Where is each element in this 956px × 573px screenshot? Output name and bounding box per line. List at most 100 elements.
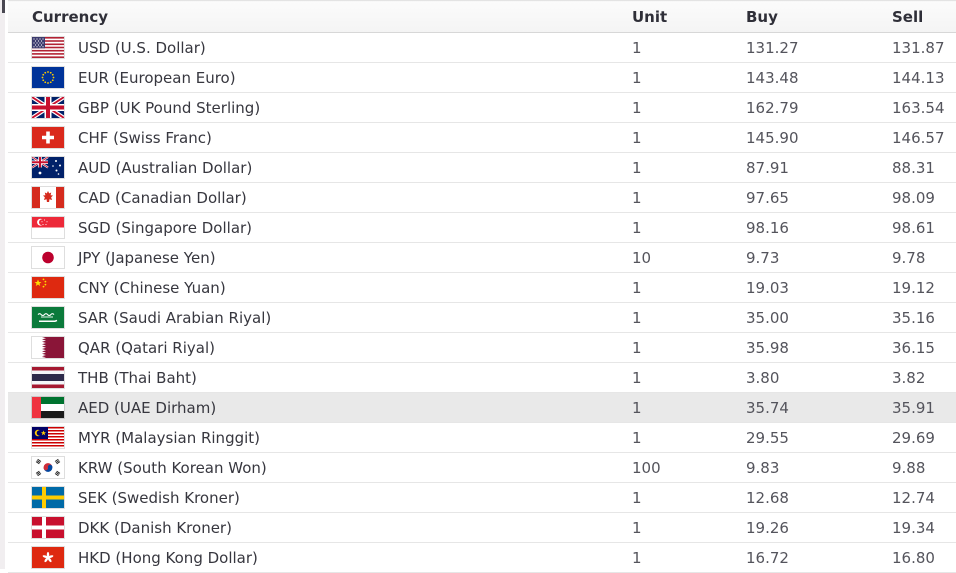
buy-cell: 29.55 [746, 422, 892, 453]
saudi-arabia-flag-icon [32, 307, 64, 328]
row-dkk[interactable]: DKK (Danish Kroner) 1 19.26 19.34 [8, 512, 956, 543]
sell-cell: 3.82 [892, 362, 956, 393]
buy-cell: 19.26 [746, 512, 892, 543]
hong-kong-flag-icon [32, 547, 64, 568]
buy-cell: 131.27 [746, 32, 892, 63]
buy-cell: 16.72 [746, 542, 892, 573]
uk-flag-icon [32, 97, 64, 118]
usa-flag-icon [32, 37, 64, 58]
japan-flag-icon [32, 247, 64, 268]
buy-cell: 12.68 [746, 482, 892, 513]
unit-column-header: Unit [632, 0, 746, 33]
row-aed[interactable]: AED (UAE Dirham) 1 35.74 35.91 [8, 392, 956, 423]
sell-cell: 29.69 [892, 422, 956, 453]
unit-cell: 1 [632, 62, 746, 93]
buy-cell: 19.03 [746, 272, 892, 303]
page-left-gutter [0, 0, 5, 569]
singapore-flag-icon [32, 217, 64, 238]
row-krw[interactable]: KRW (South Korean Won) 100 9.83 9.88 [8, 452, 956, 483]
sell-cell: 98.61 [892, 212, 956, 243]
row-hkd[interactable]: HKD (Hong Kong Dollar) 1 16.72 16.80 [8, 542, 956, 573]
south-korea-flag-icon [32, 457, 64, 478]
canada-flag-icon [32, 187, 64, 208]
row-sar[interactable]: SAR (Saudi Arabian Riyal) 1 35.00 35.16 [8, 302, 956, 333]
unit-cell: 1 [632, 272, 746, 303]
buy-cell: 98.16 [746, 212, 892, 243]
row-usd[interactable]: USD (U.S. Dollar) 1 131.27 131.87 [8, 32, 956, 63]
buy-cell: 9.73 [746, 242, 892, 273]
row-sek[interactable]: SEK (Swedish Kroner) 1 12.68 12.74 [8, 482, 956, 513]
currency-name: KRW (South Korean Won) [78, 458, 267, 477]
unit-cell: 1 [632, 542, 746, 573]
scrollbar-thumb[interactable] [2, 0, 5, 13]
row-thb[interactable]: THB (Thai Baht) 1 3.80 3.82 [8, 362, 956, 393]
sell-cell: 131.87 [892, 32, 956, 63]
buy-cell: 35.74 [746, 392, 892, 423]
currency-name: GBP (UK Pound Sterling) [78, 98, 261, 117]
row-myr[interactable]: MYR (Malaysian Ringgit) 1 29.55 29.69 [8, 422, 956, 453]
currency-name: QAR (Qatari Riyal) [78, 338, 215, 357]
row-jpy[interactable]: JPY (Japanese Yen) 10 9.73 9.78 [8, 242, 956, 273]
unit-cell: 1 [632, 212, 746, 243]
sell-cell: 36.15 [892, 332, 956, 363]
buy-cell: 97.65 [746, 182, 892, 213]
sell-cell: 16.80 [892, 542, 956, 573]
exchange-rate-widget: Currency Unit Buy Sell USD (U.S. Dollar)… [8, 0, 956, 573]
unit-cell: 1 [632, 302, 746, 333]
currency-name: HKD (Hong Kong Dollar) [78, 548, 258, 567]
row-cny[interactable]: CNY (Chinese Yuan) 1 19.03 19.12 [8, 272, 956, 303]
buy-cell: 143.48 [746, 62, 892, 93]
sell-cell: 19.34 [892, 512, 956, 543]
sell-column-header: Sell [892, 0, 956, 33]
unit-cell: 1 [632, 152, 746, 183]
unit-cell: 1 [632, 122, 746, 153]
currency-name: AUD (Australian Dollar) [78, 158, 253, 177]
currency-name: JPY (Japanese Yen) [78, 248, 216, 267]
row-gbp[interactable]: GBP (UK Pound Sterling) 1 162.79 163.54 [8, 92, 956, 123]
currency-name: CHF (Swiss Franc) [78, 128, 212, 147]
buy-cell: 3.80 [746, 362, 892, 393]
currency-name: AED (UAE Dirham) [78, 398, 217, 417]
australia-flag-icon [32, 157, 64, 178]
currency-name: CNY (Chinese Yuan) [78, 278, 226, 297]
sell-cell: 144.13 [892, 62, 956, 93]
currency-name: EUR (European Euro) [78, 68, 236, 87]
sell-cell: 9.88 [892, 452, 956, 483]
buy-cell: 9.83 [746, 452, 892, 483]
currency-name: USD (U.S. Dollar) [78, 38, 206, 57]
row-qar[interactable]: QAR (Qatari Riyal) 1 35.98 36.15 [8, 332, 956, 363]
row-eur[interactable]: EUR (European Euro) 1 143.48 144.13 [8, 62, 956, 93]
currency-name: THB (Thai Baht) [78, 368, 197, 387]
row-cad[interactable]: CAD (Canadian Dollar) 1 97.65 98.09 [8, 182, 956, 213]
switzerland-flag-icon [32, 127, 64, 148]
unit-cell: 1 [632, 392, 746, 423]
unit-cell: 1 [632, 422, 746, 453]
unit-cell: 10 [632, 242, 746, 273]
buy-cell: 145.90 [746, 122, 892, 153]
row-aud[interactable]: AUD (Australian Dollar) 1 87.91 88.31 [8, 152, 956, 183]
uae-flag-icon [32, 397, 64, 418]
currency-column-header: Currency [8, 0, 632, 33]
sell-cell: 146.57 [892, 122, 956, 153]
buy-cell: 162.79 [746, 92, 892, 123]
exchange-rates-table: Currency Unit Buy Sell USD (U.S. Dollar)… [8, 0, 956, 573]
sell-cell: 12.74 [892, 482, 956, 513]
row-chf[interactable]: CHF (Swiss Franc) 1 145.90 146.57 [8, 122, 956, 153]
table-header-row: Currency Unit Buy Sell [8, 0, 956, 33]
unit-cell: 1 [632, 362, 746, 393]
currency-name: SAR (Saudi Arabian Riyal) [78, 308, 272, 327]
unit-cell: 1 [632, 332, 746, 363]
unit-cell: 1 [632, 92, 746, 123]
currency-name: SGD (Singapore Dollar) [78, 218, 253, 237]
currency-name: SEK (Swedish Kroner) [78, 488, 240, 507]
qatar-flag-icon [32, 337, 64, 358]
sell-cell: 35.91 [892, 392, 956, 423]
sell-cell: 35.16 [892, 302, 956, 333]
unit-cell: 1 [632, 32, 746, 63]
currency-name: DKK (Danish Kroner) [78, 518, 232, 537]
buy-cell: 35.00 [746, 302, 892, 333]
sell-cell: 19.12 [892, 272, 956, 303]
row-sgd[interactable]: SGD (Singapore Dollar) 1 98.16 98.61 [8, 212, 956, 243]
buy-cell: 35.98 [746, 332, 892, 363]
sell-cell: 9.78 [892, 242, 956, 273]
